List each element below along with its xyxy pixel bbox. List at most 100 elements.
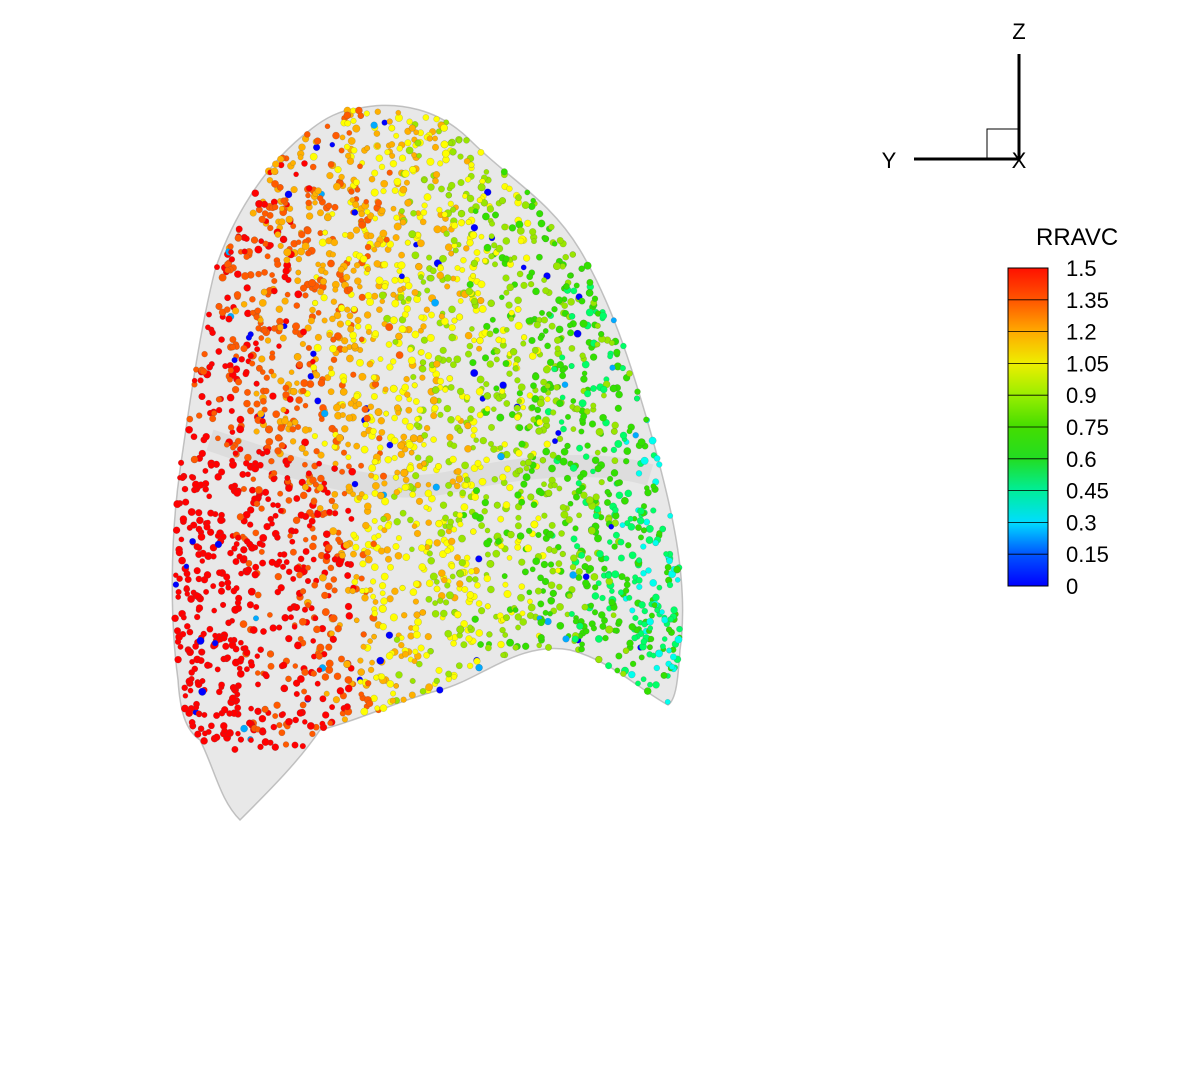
- data-point: [497, 445, 504, 451]
- data-point: [209, 415, 217, 423]
- data-point: [312, 199, 318, 206]
- data-point: [266, 650, 275, 658]
- data-point: [369, 427, 377, 435]
- data-point: [407, 356, 416, 365]
- data-point: [506, 370, 513, 377]
- data-point: [187, 687, 194, 694]
- data-point: [456, 137, 463, 144]
- data-point: [193, 567, 201, 575]
- data-point: [504, 465, 511, 473]
- data-point: [559, 550, 566, 558]
- data-point: [640, 570, 647, 577]
- data-point: [380, 187, 387, 195]
- data-point: [538, 309, 546, 316]
- data-point: [408, 449, 415, 456]
- data-point: [344, 560, 351, 568]
- data-point: [475, 664, 483, 672]
- data-point: [496, 413, 505, 422]
- data-point: [341, 231, 349, 238]
- data-point: [444, 283, 451, 290]
- data-point: [195, 412, 203, 419]
- data-point: [245, 559, 253, 567]
- data-point: [254, 591, 262, 599]
- data-point: [350, 531, 358, 539]
- data-point: [340, 449, 348, 456]
- data-point: [254, 670, 261, 676]
- data-point: [611, 543, 618, 550]
- data-point: [425, 595, 433, 603]
- data-point: [646, 617, 654, 626]
- data-point: [310, 637, 317, 644]
- data-point: [614, 667, 621, 674]
- data-point: [605, 662, 613, 670]
- data-point: [191, 377, 198, 384]
- data-point: [580, 491, 588, 499]
- data-point: [232, 450, 239, 457]
- data-point: [586, 278, 594, 286]
- data-point: [233, 270, 242, 279]
- data-point: [439, 609, 448, 618]
- data-point: [349, 587, 356, 595]
- data-point: [214, 473, 223, 481]
- data-point: [341, 716, 349, 723]
- data-point: [370, 392, 378, 401]
- data-point: [401, 169, 410, 178]
- data-point: [421, 177, 428, 184]
- data-point: [375, 532, 382, 539]
- data-point: [478, 305, 487, 313]
- data-point: [193, 592, 201, 600]
- data-point: [436, 206, 443, 214]
- data-point: [666, 647, 672, 654]
- data-point: [411, 330, 420, 339]
- data-point: [419, 218, 427, 226]
- data-point: [231, 605, 240, 614]
- data-point: [456, 512, 464, 519]
- data-point: [433, 677, 441, 685]
- data-point: [537, 574, 545, 582]
- data-point: [413, 421, 420, 429]
- data-point: [393, 222, 402, 231]
- data-point: [466, 591, 475, 599]
- data-point: [465, 287, 474, 296]
- data-point: [461, 461, 470, 470]
- data-point: [321, 711, 330, 719]
- data-point: [519, 618, 528, 626]
- data-point: [493, 356, 500, 363]
- data-point: [526, 392, 534, 399]
- data-point: [617, 538, 625, 546]
- data-point: [404, 239, 411, 246]
- data-point: [305, 470, 313, 477]
- data-point: [497, 515, 505, 523]
- data-point: [278, 205, 285, 212]
- data-point: [544, 396, 551, 403]
- data-point: [450, 442, 458, 450]
- data-point: [518, 558, 526, 566]
- data-point: [334, 165, 342, 174]
- data-point: [391, 299, 400, 308]
- data-point: [514, 613, 523, 621]
- data-point: [569, 571, 577, 579]
- data-point: [227, 243, 234, 250]
- data-point: [353, 262, 361, 269]
- data-point: [466, 662, 474, 670]
- data-point: [282, 267, 291, 275]
- data-point: [542, 328, 549, 334]
- data-point: [287, 454, 295, 462]
- data-point: [418, 563, 427, 571]
- data-point: [218, 681, 226, 689]
- data-point: [436, 271, 445, 280]
- data-point: [199, 678, 206, 684]
- data-point: [610, 446, 618, 454]
- data-point: [560, 425, 567, 433]
- data-point: [661, 636, 668, 642]
- data-point: [333, 672, 342, 681]
- data-point: [506, 638, 515, 647]
- data-point: [284, 475, 291, 481]
- data-point: [389, 159, 398, 168]
- data-point: [186, 415, 194, 423]
- data-point: [450, 236, 458, 245]
- data-point: [360, 631, 367, 638]
- data-point: [403, 375, 410, 383]
- data-point: [299, 387, 307, 395]
- data-point: [302, 402, 309, 409]
